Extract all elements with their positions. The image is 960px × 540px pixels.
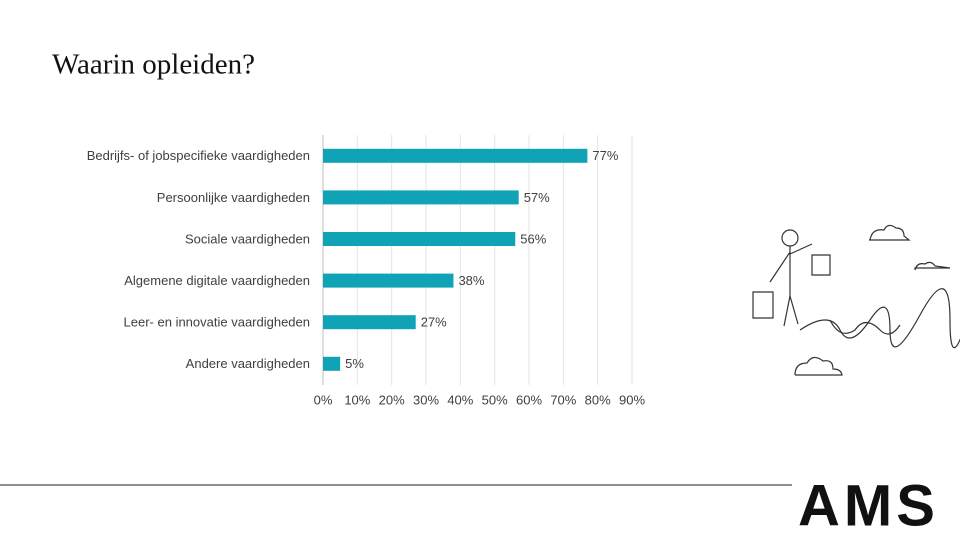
x-tick-label: 80% [585, 392, 611, 407]
logo: AMS [798, 473, 939, 538]
bar [323, 232, 516, 246]
x-tick-label: 70% [550, 392, 576, 407]
data-label: 56% [520, 231, 546, 246]
bar [323, 148, 588, 163]
y-tick-label: Sociale vaardigheden [185, 231, 310, 246]
bar [323, 190, 519, 205]
illustration [752, 224, 960, 376]
x-tick-label: 60% [516, 392, 542, 407]
y-tick-label: Andere vaardigheden [186, 356, 310, 371]
bar [323, 273, 454, 288]
y-tick-label: Bedrijfs- of jobspecifieke vaardigheden [87, 148, 310, 163]
x-tick-label: 90% [619, 392, 645, 407]
y-tick-label: Persoonlijke vaardigheden [157, 190, 310, 205]
x-tick-label: 0% [314, 392, 333, 407]
bar [323, 356, 341, 371]
data-label: 77% [592, 148, 618, 163]
bar [323, 315, 416, 330]
x-tick-label: 40% [447, 392, 473, 407]
data-label: 5% [345, 356, 364, 371]
data-label: 38% [458, 273, 484, 288]
x-tick-label: 20% [379, 392, 405, 407]
slide-title: Waarin opleiden? [52, 49, 255, 81]
y-tick-label: Leer- en innovatie vaardigheden [124, 315, 310, 330]
x-tick-label: 30% [413, 392, 439, 407]
x-tick-label: 50% [482, 392, 508, 407]
data-label: 57% [524, 190, 550, 205]
data-label: 27% [421, 315, 447, 330]
y-tick-label: Algemene digitale vaardigheden [124, 273, 310, 288]
x-tick-label: 10% [344, 392, 370, 407]
